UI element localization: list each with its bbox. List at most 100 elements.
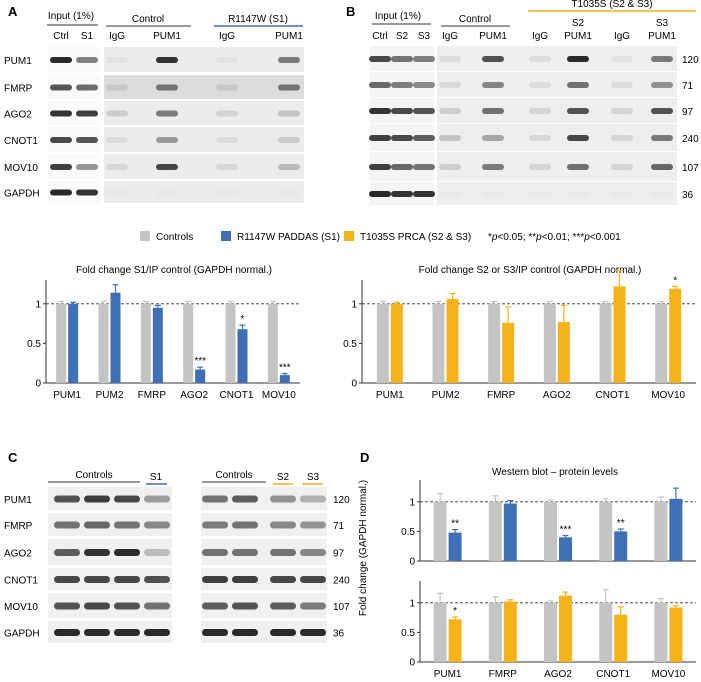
blot-band: [651, 108, 673, 114]
bar-patient: [613, 286, 626, 383]
blot-band: [439, 191, 461, 197]
c-blot-right: [201, 568, 327, 590]
blot-band: [270, 549, 296, 556]
x-tick-label: PUM2: [432, 390, 460, 401]
bar-patient: [502, 322, 515, 383]
y-tick-label: 0.5: [27, 339, 41, 350]
b-header-input: Input (1%): [375, 11, 421, 22]
blot-band: [529, 164, 551, 170]
blot-band: [529, 191, 551, 197]
y-tick-label: 0: [409, 658, 415, 669]
b-mw-label: 36: [682, 190, 694, 201]
blot-band: [651, 56, 673, 62]
c-blot-left: [48, 487, 172, 510]
blot-band: [278, 57, 300, 63]
significance-marker: ***: [560, 525, 572, 536]
blot-band: [216, 57, 238, 63]
blot-band: [50, 57, 72, 63]
b-lane-label: Ctrl: [372, 31, 388, 42]
b-blot-ip: [437, 124, 677, 151]
blot-band: [216, 137, 238, 143]
c-right-header: Controls: [215, 470, 252, 481]
bar-control: [433, 602, 447, 662]
c-blot-left: [48, 568, 172, 590]
blot-band: [156, 84, 178, 91]
b-mw-label: 71: [682, 81, 694, 92]
blot-band: [300, 495, 326, 503]
blot-band: [156, 164, 178, 170]
blot-band: [232, 549, 258, 556]
bar-control: [543, 303, 556, 383]
blot-band: [413, 82, 435, 88]
blot-band: [300, 549, 326, 556]
d-ylabel: Fold change (GAPDH normal.): [358, 480, 369, 616]
blot-band: [216, 110, 238, 117]
bar-patient: [68, 303, 79, 383]
blot-band: [144, 521, 170, 529]
blot-band: [84, 629, 110, 636]
significance-marker: **: [451, 519, 459, 530]
x-tick-label: CNOT1: [596, 390, 630, 401]
blot-band: [567, 82, 589, 88]
bar-control: [376, 303, 389, 383]
y-tick-label: 0: [35, 379, 41, 390]
bar-patient: [669, 498, 683, 561]
blot-band: [232, 602, 258, 610]
blot-band: [216, 164, 238, 170]
blot-band: [232, 576, 258, 583]
blot-band: [202, 602, 228, 610]
blot-band: [106, 190, 128, 196]
blot-band: [529, 56, 551, 62]
panel-label-d: D: [360, 450, 369, 465]
blot-band: [144, 576, 170, 583]
blot-band: [84, 576, 110, 583]
significance-marker: *: [241, 314, 245, 325]
blot-band: [50, 137, 72, 143]
bar-patient: [503, 503, 517, 561]
blot-band: [270, 495, 296, 503]
blot-band: [482, 56, 504, 62]
blot-band: [76, 164, 98, 170]
blot-band: [611, 56, 633, 62]
blot-band: [54, 521, 80, 529]
x-tick-label: PUM1: [376, 390, 404, 401]
blot-band: [278, 110, 300, 117]
blot-band: [529, 108, 551, 114]
chart-b: Fold change S2 or S3/IP control (GAPDH n…: [343, 265, 696, 401]
blot-band: [611, 108, 633, 114]
c-mw-label: 107: [333, 602, 350, 613]
blot-band: [439, 135, 461, 141]
blot-band: [156, 57, 178, 63]
blot-band: [369, 191, 391, 197]
blot-band: [216, 190, 238, 196]
blot-band: [391, 191, 413, 197]
c-row-label: AGO2: [4, 549, 32, 560]
a-lane-label: IgG: [219, 31, 235, 42]
blot-band: [439, 164, 461, 170]
blot-band: [50, 110, 72, 117]
blot-band: [76, 137, 98, 143]
a-blot-ip: [104, 154, 304, 179]
blot-band: [391, 135, 413, 141]
blot-band: [391, 56, 413, 62]
c-right-s3: S3: [307, 472, 320, 483]
c-row-label: MOV10: [4, 602, 38, 613]
blot-band: [651, 164, 673, 170]
blot-band: [369, 135, 391, 141]
x-tick-label: FMRP: [487, 390, 516, 401]
bar-control: [432, 303, 445, 383]
blot-band: [232, 495, 258, 503]
blot-band: [84, 549, 110, 556]
bar-control: [544, 602, 557, 662]
b-lane-label: S3: [656, 18, 669, 29]
blot-band: [270, 521, 296, 529]
blot-band: [391, 164, 413, 170]
blot-band: [76, 189, 98, 196]
bar-patient: [448, 619, 462, 662]
blot-band: [114, 495, 140, 503]
c-left-header: Controls: [75, 470, 112, 481]
a-lane-label: PUM1: [153, 31, 181, 42]
y-tick-label: 0: [409, 557, 415, 568]
blot-band: [482, 191, 504, 197]
c-blot-right: [201, 621, 327, 643]
